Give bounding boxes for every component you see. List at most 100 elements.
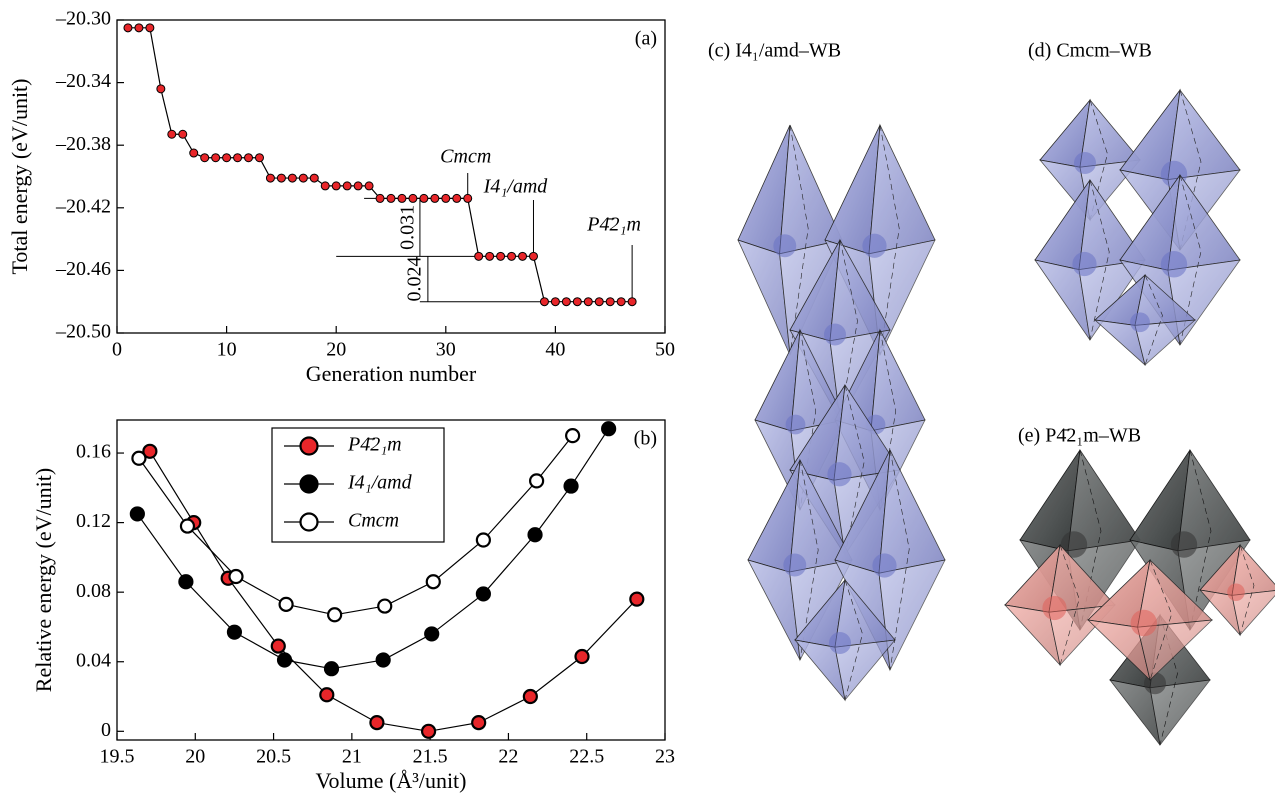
annotation: I4₁/amd bbox=[483, 176, 549, 198]
y-tick-label: 0 bbox=[101, 719, 111, 741]
data-point bbox=[179, 575, 192, 588]
data-point bbox=[497, 252, 505, 260]
panel-label: (a) bbox=[635, 28, 657, 50]
data-point bbox=[321, 182, 329, 190]
atom bbox=[1131, 610, 1157, 636]
x-tick-label: 30 bbox=[436, 339, 456, 361]
panel-label: (c) I4₁/amd–WB bbox=[708, 40, 841, 62]
x-axis-label: Volume (Å³/unit) bbox=[315, 768, 466, 793]
data-point bbox=[595, 298, 603, 306]
atom bbox=[773, 234, 796, 257]
data-point bbox=[551, 298, 559, 306]
data-point bbox=[602, 422, 615, 435]
x-tick-label: 21.5 bbox=[413, 746, 448, 768]
data-point bbox=[278, 654, 291, 667]
data-point bbox=[132, 452, 145, 465]
plot-frame bbox=[117, 20, 665, 333]
x-tick-label: 22 bbox=[498, 746, 518, 768]
data-point bbox=[255, 154, 263, 162]
data-point bbox=[529, 528, 542, 541]
data-point bbox=[442, 194, 450, 202]
data-point bbox=[477, 534, 490, 547]
y-tick-label: –20.50 bbox=[55, 321, 111, 343]
legend-label: Cmcm bbox=[348, 510, 399, 532]
data-point bbox=[190, 149, 198, 157]
data-point bbox=[573, 298, 581, 306]
atom bbox=[872, 553, 896, 577]
data-point bbox=[617, 298, 625, 306]
data-point bbox=[377, 654, 390, 667]
data-point bbox=[181, 520, 194, 533]
data-point bbox=[420, 194, 428, 202]
legend-label: P4̄2₁m bbox=[347, 434, 402, 456]
data-point bbox=[299, 174, 307, 182]
y-tick-label: –20.42 bbox=[55, 195, 111, 217]
data-point bbox=[343, 182, 351, 190]
annotation: 0.024 bbox=[403, 257, 425, 302]
data-point bbox=[288, 174, 296, 182]
y-axis-label: Total energy (eV/unit) bbox=[7, 79, 32, 275]
data-point bbox=[464, 194, 472, 202]
x-tick-label: 23 bbox=[655, 746, 675, 768]
data-point bbox=[354, 182, 362, 190]
data-point bbox=[606, 298, 614, 306]
data-point bbox=[524, 690, 537, 703]
y-axis-label: Relative energy (eV/unit) bbox=[31, 468, 56, 692]
atom bbox=[783, 554, 806, 577]
data-point bbox=[508, 252, 516, 260]
data-point bbox=[370, 716, 383, 729]
legend-label: I4₁/amd bbox=[347, 472, 413, 494]
atom bbox=[1227, 583, 1245, 601]
annotation: P4̄2₁m bbox=[586, 214, 641, 236]
data-point bbox=[266, 174, 274, 182]
data-point bbox=[409, 194, 417, 202]
data-point bbox=[453, 194, 461, 202]
data-point bbox=[325, 662, 338, 675]
y-tick-label: –20.38 bbox=[55, 133, 111, 155]
data-point bbox=[540, 298, 548, 306]
panel-label: (d) Cmcm–WB bbox=[1028, 40, 1152, 62]
data-point bbox=[229, 570, 242, 583]
panel-label: (b) bbox=[634, 428, 657, 450]
data-point bbox=[365, 182, 373, 190]
data-point bbox=[584, 298, 592, 306]
x-tick-label: 20 bbox=[326, 339, 346, 361]
y-tick-label: 0.08 bbox=[76, 580, 111, 602]
x-tick-label: 21 bbox=[342, 746, 362, 768]
data-point bbox=[280, 598, 293, 611]
figure: (c) I4₁/amd–WB (d) Cmcm–WB (e) P4̄2₁m–WB… bbox=[0, 0, 1275, 799]
data-point bbox=[530, 474, 543, 487]
x-tick-label: 20 bbox=[185, 746, 205, 768]
x-tick-label: 19.5 bbox=[100, 746, 135, 768]
y-tick-label: 0.04 bbox=[76, 649, 111, 671]
atom bbox=[786, 415, 806, 435]
x-tick-label: 22.5 bbox=[569, 746, 604, 768]
data-point bbox=[320, 688, 333, 701]
data-point bbox=[146, 24, 154, 32]
atom bbox=[824, 324, 846, 346]
y-tick-label: –20.46 bbox=[55, 258, 111, 280]
data-point bbox=[376, 194, 384, 202]
x-tick-label: 10 bbox=[217, 339, 237, 361]
atom bbox=[1171, 531, 1197, 557]
series-line bbox=[128, 28, 632, 302]
panel-label: (e) P4̄2₁m–WB bbox=[1018, 425, 1141, 447]
data-point bbox=[576, 650, 589, 663]
atom bbox=[829, 632, 851, 654]
legend-marker bbox=[301, 476, 318, 493]
legend-marker bbox=[301, 514, 318, 531]
data-point bbox=[427, 575, 440, 588]
data-point bbox=[245, 154, 253, 162]
data-point bbox=[157, 85, 165, 93]
data-point bbox=[477, 587, 490, 600]
x-tick-label: 20.5 bbox=[256, 746, 291, 768]
data-point bbox=[628, 298, 636, 306]
data-point bbox=[398, 194, 406, 202]
data-point bbox=[378, 600, 391, 613]
data-point bbox=[212, 154, 220, 162]
data-point bbox=[425, 627, 438, 640]
data-point bbox=[422, 725, 435, 738]
atom bbox=[1072, 252, 1096, 276]
data-point bbox=[135, 24, 143, 32]
data-point bbox=[475, 252, 483, 260]
